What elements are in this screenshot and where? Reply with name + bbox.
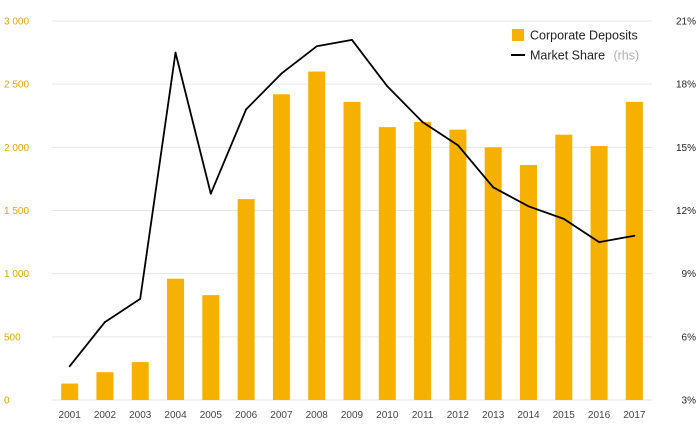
legend-label-corporate-deposits: Corporate Deposits xyxy=(530,29,638,43)
line-point xyxy=(456,144,459,147)
legend-label-market-share-name: Market Share xyxy=(530,49,605,63)
right-axis-ticks: 3% 6% 9% 12% 15% 18% 21% xyxy=(676,17,696,407)
x-tick-label: 2013 xyxy=(482,410,505,421)
line-point xyxy=(315,45,318,48)
right-tick-label: 6% xyxy=(682,332,697,343)
line-point xyxy=(386,85,389,88)
legend: Corporate Deposits Market Share (rhs) xyxy=(511,29,639,64)
x-tick-label: 2007 xyxy=(270,410,293,421)
x-tick-label: 2003 xyxy=(129,410,152,421)
x-tick-label: 2009 xyxy=(341,410,364,421)
legend-label-market-share: Market Share (rhs) xyxy=(530,47,639,64)
bar xyxy=(96,372,114,400)
x-tick-label: 2014 xyxy=(517,410,540,421)
line-point xyxy=(598,241,600,243)
x-tick-label: 2010 xyxy=(376,410,399,421)
line-point xyxy=(562,218,565,220)
line-point xyxy=(139,298,142,300)
right-tick-label: 9% xyxy=(682,269,697,280)
x-tick-label: 2006 xyxy=(235,410,258,421)
bar xyxy=(378,127,396,401)
line-point xyxy=(280,72,283,75)
left-tick-label: 0 xyxy=(4,396,10,407)
right-tick-label: 12% xyxy=(676,206,696,217)
bar xyxy=(555,134,573,400)
bar xyxy=(237,199,255,400)
right-tick-label: 18% xyxy=(676,80,696,91)
line-point xyxy=(68,365,71,368)
line-point xyxy=(209,192,212,195)
left-tick-label: 2 500 xyxy=(4,80,29,91)
bar xyxy=(449,129,467,400)
bar xyxy=(625,101,643,400)
left-axis-ticks: 0 500 1 000 1 500 2 000 2 500 3 000 xyxy=(4,17,29,407)
left-tick-label: 1 000 xyxy=(4,269,29,280)
left-tick-label: 500 xyxy=(4,332,21,343)
x-tick-label: 2002 xyxy=(94,410,117,421)
x-tick-label: 2015 xyxy=(553,410,576,421)
bar xyxy=(343,101,361,400)
right-tick-label: 21% xyxy=(676,17,696,28)
line-point xyxy=(174,51,177,54)
legend-swatch-corporate-deposits xyxy=(512,29,524,41)
right-tick-label: 15% xyxy=(676,143,696,154)
bar-series-corporate-deposits xyxy=(61,71,643,401)
bar xyxy=(167,278,185,400)
line-point xyxy=(633,234,636,237)
x-tick-label: 2004 xyxy=(164,410,187,421)
line-point xyxy=(351,39,353,41)
bar xyxy=(61,383,79,400)
left-tick-label: 2 000 xyxy=(4,143,29,154)
right-tick-label: 3% xyxy=(682,396,697,407)
x-axis-ticks: 2001 2002 2003 2004 2005 2006 2007 2008 2009 2010… xyxy=(59,410,646,421)
bar xyxy=(590,146,608,400)
bar xyxy=(414,122,432,401)
line-series-market-share xyxy=(68,39,636,368)
left-tick-label: 1 500 xyxy=(4,206,29,217)
x-tick-label: 2005 xyxy=(200,410,223,421)
bar xyxy=(308,71,326,401)
line-point xyxy=(421,121,424,123)
x-tick-label: 2008 xyxy=(306,410,329,421)
line-point xyxy=(492,186,495,189)
x-tick-label: 2011 xyxy=(412,410,434,421)
line-point xyxy=(245,108,248,111)
bar xyxy=(484,147,502,400)
x-tick-label: 2017 xyxy=(623,410,646,421)
line-point xyxy=(527,205,530,208)
bar xyxy=(131,362,149,400)
bar xyxy=(519,165,537,400)
x-tick-label: 2001 xyxy=(59,410,82,421)
line-point xyxy=(104,321,106,323)
legend-label-market-share-suffix: (rhs) xyxy=(613,49,639,63)
bar xyxy=(272,94,290,401)
x-tick-label: 2016 xyxy=(588,410,611,421)
bar xyxy=(202,295,220,400)
left-tick-label: 3 000 xyxy=(4,17,29,28)
x-tick-label: 2012 xyxy=(447,410,470,421)
